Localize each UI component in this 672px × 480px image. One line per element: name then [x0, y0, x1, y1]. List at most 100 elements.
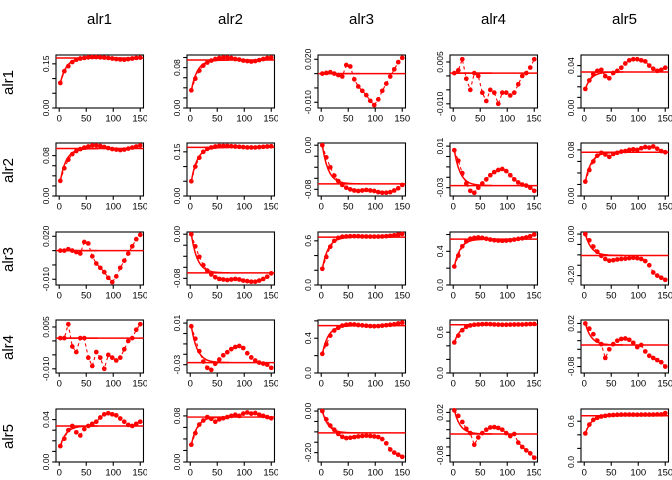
data-point	[475, 434, 481, 440]
data-point	[249, 355, 254, 360]
data-point	[586, 326, 592, 332]
data-point	[201, 63, 206, 68]
data-point	[205, 414, 210, 420]
data-point	[515, 81, 521, 87]
data-point	[360, 188, 366, 194]
data-point	[197, 421, 202, 427]
data-point	[225, 143, 230, 149]
data-point	[340, 434, 346, 439]
y-tick-label: 0.08	[172, 407, 182, 424]
data-point	[257, 412, 262, 417]
data-point	[467, 188, 473, 194]
data-point	[356, 233, 362, 239]
x-tick-label: 0	[319, 113, 324, 124]
x-tick-label: 50	[606, 113, 617, 124]
x-tick-label: 50	[606, 379, 617, 390]
data-point	[582, 179, 588, 185]
data-point	[614, 68, 620, 74]
data-point	[515, 180, 521, 186]
data-point	[582, 231, 588, 237]
data-point	[384, 233, 390, 239]
data-point	[137, 418, 143, 424]
data-point	[113, 273, 119, 279]
x-tick-label: 50	[81, 113, 92, 124]
data-point	[586, 168, 592, 173]
panel-alr1-alr2: 0.00 0.08 0 50 100 150	[172, 54, 278, 124]
data-point	[121, 347, 127, 352]
plot-box	[55, 54, 145, 109]
data-point	[336, 72, 342, 78]
data-point	[77, 335, 83, 341]
data-point	[133, 236, 139, 242]
plot-box	[580, 54, 669, 109]
data-point	[249, 410, 254, 416]
data-point	[324, 416, 330, 422]
running-estimate-line	[321, 145, 361, 185]
data-point	[499, 322, 505, 328]
y-tick-label: 0.00	[172, 453, 182, 470]
x-tick-label: 150	[132, 467, 147, 478]
data-point	[658, 360, 664, 365]
y-tick-label: -0.20	[303, 442, 313, 462]
data-point	[77, 250, 83, 256]
x-tick-label: 100	[499, 290, 515, 301]
data-point	[384, 81, 390, 86]
x-tick-label: 50	[475, 467, 486, 478]
data-point	[360, 433, 366, 438]
panel-alr4-alr1: -0.010 0.005 0 50 100 150	[41, 316, 147, 390]
data-point	[495, 322, 501, 328]
data-point	[113, 412, 119, 418]
panel-alr5-alr4: -0.08 0.02 0 50 100 150	[435, 403, 541, 478]
data-point	[368, 98, 374, 104]
data-point	[261, 144, 266, 150]
panel-alr3-alr5: -0.20 0.00 0 50 100 150	[566, 225, 672, 301]
running-estimate-line	[321, 236, 361, 269]
panel-alr2-alr5: 0.00 0.08 0 50 100 150	[566, 142, 672, 213]
data-point	[97, 414, 103, 420]
data-point	[324, 70, 330, 76]
data-point	[388, 190, 393, 195]
data-point	[400, 320, 405, 326]
data-point	[129, 56, 135, 61]
data-point	[197, 254, 202, 259]
data-point	[594, 153, 600, 159]
data-point	[479, 430, 485, 436]
data-point	[57, 80, 63, 86]
y-tick-label: 0.6	[303, 234, 313, 246]
data-point	[69, 152, 75, 157]
data-point	[213, 274, 218, 280]
data-point	[352, 322, 358, 328]
data-point	[650, 355, 656, 361]
x-tick-label: 100	[630, 113, 646, 124]
panel-alr5-alr5: 0.0 0.6 0 50 100 150	[566, 408, 672, 478]
data-point	[89, 143, 95, 149]
x-tick-label: 150	[132, 379, 147, 390]
data-point	[634, 255, 640, 261]
data-point	[336, 431, 342, 436]
data-point	[471, 190, 477, 196]
data-point	[479, 90, 485, 96]
data-point	[348, 434, 354, 440]
plot-box	[317, 142, 407, 197]
x-tick-label: 50	[81, 290, 92, 301]
data-point	[73, 57, 79, 63]
data-point	[348, 187, 354, 193]
data-point	[590, 71, 596, 77]
data-point	[137, 143, 143, 149]
x-tick-label: 0	[450, 379, 455, 390]
x-tick-label: 50	[343, 202, 354, 213]
data-point	[340, 74, 346, 79]
y-tick-label: 0.00	[172, 225, 182, 242]
data-point	[654, 146, 660, 152]
plot-box	[186, 231, 276, 286]
x-tick-label: 50	[81, 467, 92, 478]
series-dashed-line	[322, 145, 404, 194]
data-point	[344, 233, 350, 239]
data-point	[249, 59, 254, 64]
data-point	[622, 256, 628, 261]
x-tick-label: 0	[57, 379, 62, 390]
data-point	[622, 411, 628, 417]
data-point	[129, 423, 135, 428]
x-tick-label: 0	[319, 290, 324, 301]
panel-alr4-alr3: 0.0 0.4 0 50 100 150	[303, 319, 410, 390]
